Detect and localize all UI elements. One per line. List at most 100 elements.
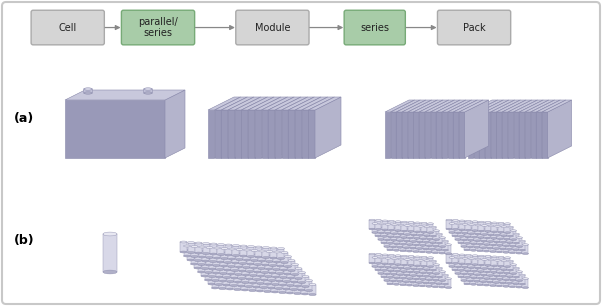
Ellipse shape bbox=[235, 271, 241, 273]
Bar bbox=[402, 256, 408, 265]
Ellipse shape bbox=[417, 282, 423, 283]
Ellipse shape bbox=[452, 260, 458, 262]
Ellipse shape bbox=[401, 271, 407, 272]
Bar bbox=[507, 227, 514, 236]
Ellipse shape bbox=[406, 284, 412, 286]
Bar bbox=[507, 261, 514, 270]
Bar bbox=[453, 254, 459, 263]
Ellipse shape bbox=[507, 235, 514, 237]
Bar bbox=[270, 248, 277, 258]
Bar bbox=[506, 240, 512, 249]
Ellipse shape bbox=[452, 269, 458, 271]
Bar bbox=[276, 271, 283, 281]
Bar bbox=[261, 270, 268, 280]
Ellipse shape bbox=[474, 274, 480, 275]
Bar bbox=[507, 234, 513, 243]
Ellipse shape bbox=[497, 270, 503, 271]
Ellipse shape bbox=[498, 265, 504, 267]
Bar bbox=[397, 266, 403, 275]
Bar bbox=[490, 243, 496, 252]
Ellipse shape bbox=[288, 267, 294, 269]
Bar bbox=[411, 260, 417, 269]
Bar bbox=[413, 277, 419, 285]
Ellipse shape bbox=[471, 227, 477, 229]
Ellipse shape bbox=[305, 289, 312, 291]
Bar bbox=[369, 254, 375, 263]
Ellipse shape bbox=[302, 275, 309, 278]
Bar bbox=[221, 248, 228, 259]
Ellipse shape bbox=[394, 243, 400, 244]
Ellipse shape bbox=[415, 265, 421, 267]
Bar bbox=[376, 254, 382, 263]
Ellipse shape bbox=[284, 281, 291, 282]
Ellipse shape bbox=[268, 270, 276, 271]
Bar bbox=[258, 251, 265, 261]
Bar bbox=[500, 267, 506, 276]
Ellipse shape bbox=[402, 255, 408, 257]
Ellipse shape bbox=[498, 231, 504, 233]
Ellipse shape bbox=[202, 267, 208, 270]
Ellipse shape bbox=[394, 250, 400, 251]
Ellipse shape bbox=[238, 285, 245, 287]
Ellipse shape bbox=[369, 262, 375, 264]
Ellipse shape bbox=[283, 278, 290, 280]
Bar bbox=[427, 224, 433, 233]
Ellipse shape bbox=[272, 281, 279, 283]
Bar bbox=[423, 267, 429, 276]
Ellipse shape bbox=[232, 270, 238, 271]
Bar bbox=[411, 233, 417, 241]
Ellipse shape bbox=[243, 274, 249, 276]
Bar bbox=[500, 274, 506, 283]
Bar bbox=[287, 283, 294, 293]
Bar bbox=[243, 258, 250, 267]
Bar bbox=[503, 271, 509, 280]
Ellipse shape bbox=[464, 283, 470, 285]
Ellipse shape bbox=[471, 241, 477, 242]
Polygon shape bbox=[262, 97, 294, 110]
Polygon shape bbox=[268, 97, 301, 110]
Polygon shape bbox=[485, 100, 515, 112]
Ellipse shape bbox=[272, 284, 279, 285]
Polygon shape bbox=[288, 97, 321, 110]
Polygon shape bbox=[430, 112, 436, 158]
Polygon shape bbox=[448, 112, 453, 158]
Ellipse shape bbox=[455, 230, 461, 231]
Ellipse shape bbox=[302, 293, 308, 295]
Ellipse shape bbox=[436, 233, 442, 235]
Bar bbox=[279, 275, 287, 285]
Ellipse shape bbox=[388, 220, 394, 222]
Bar bbox=[497, 277, 503, 286]
Ellipse shape bbox=[424, 269, 430, 271]
Polygon shape bbox=[520, 112, 525, 158]
Polygon shape bbox=[221, 97, 247, 158]
Bar bbox=[494, 240, 500, 248]
Bar bbox=[280, 267, 287, 278]
Bar bbox=[206, 248, 213, 258]
Bar bbox=[461, 237, 467, 247]
Polygon shape bbox=[235, 97, 267, 110]
Ellipse shape bbox=[426, 285, 432, 287]
Ellipse shape bbox=[462, 239, 468, 241]
Bar bbox=[394, 241, 400, 250]
Ellipse shape bbox=[433, 239, 439, 241]
Ellipse shape bbox=[506, 248, 512, 250]
Bar bbox=[430, 234, 436, 243]
Bar bbox=[397, 232, 403, 241]
Ellipse shape bbox=[209, 260, 217, 263]
Ellipse shape bbox=[479, 264, 485, 266]
Ellipse shape bbox=[433, 264, 439, 265]
Bar bbox=[407, 236, 413, 244]
Polygon shape bbox=[215, 97, 247, 110]
Polygon shape bbox=[442, 100, 471, 112]
Bar bbox=[436, 241, 442, 250]
Ellipse shape bbox=[408, 271, 414, 273]
Polygon shape bbox=[502, 112, 507, 158]
Ellipse shape bbox=[459, 220, 465, 222]
Bar bbox=[414, 263, 420, 272]
Ellipse shape bbox=[243, 249, 250, 251]
Bar bbox=[391, 225, 397, 234]
Ellipse shape bbox=[523, 244, 529, 245]
Bar bbox=[405, 226, 411, 234]
Ellipse shape bbox=[494, 226, 500, 227]
Bar bbox=[198, 255, 205, 264]
